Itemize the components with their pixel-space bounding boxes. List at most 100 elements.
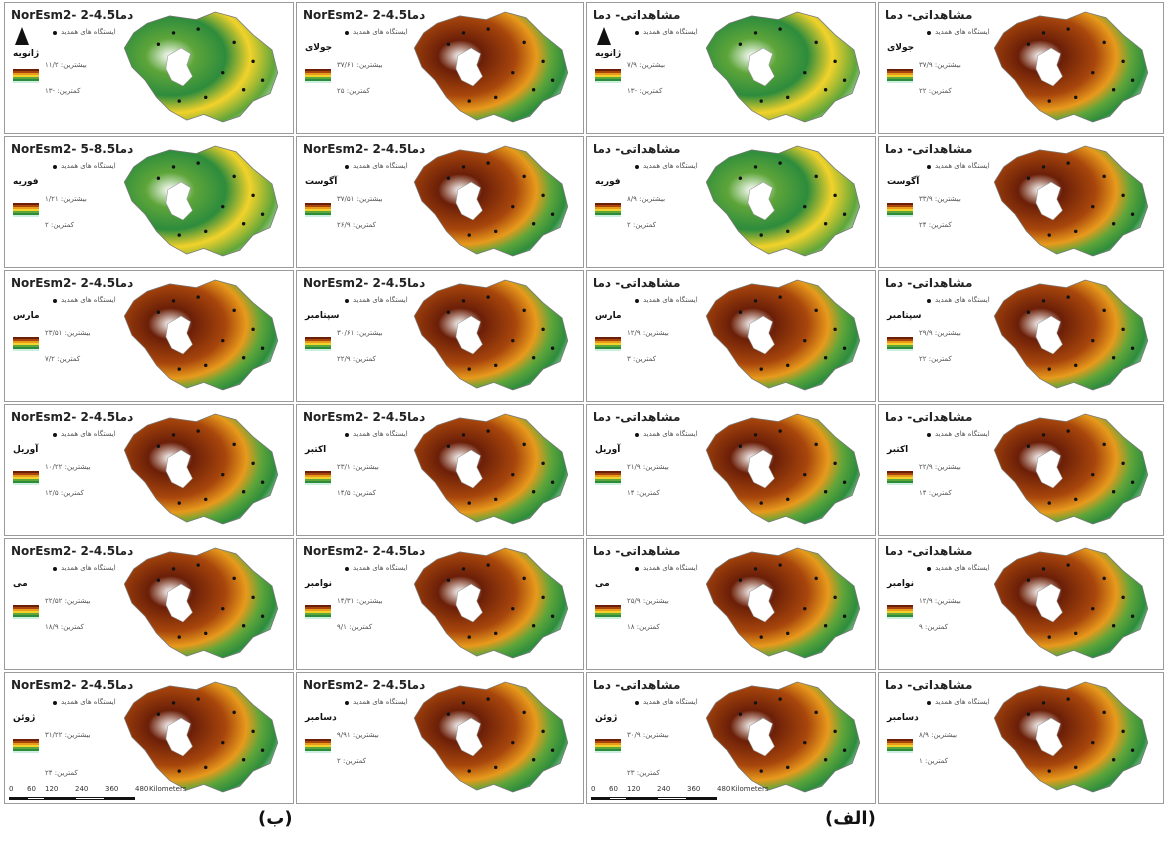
station-point: [550, 346, 555, 350]
station-point: [522, 442, 526, 447]
province-shape: [413, 413, 569, 525]
map-panel: NorEsm2- 2-4.5دما ایستگاه های همدید دسامبر…: [296, 672, 584, 804]
station-legend-dot: [635, 31, 639, 35]
station-point: [260, 748, 265, 752]
station-legend-dot: [927, 701, 931, 705]
lake-shape: [1035, 583, 1063, 623]
station-point: [1047, 99, 1051, 103]
scale-tick: 240: [657, 785, 671, 793]
station-point: [446, 176, 451, 180]
lake-shape: [165, 583, 193, 623]
station-point: [833, 59, 837, 64]
station-legend-dot: [927, 31, 931, 35]
station-legend-label: ایستگاه های همدید: [61, 296, 116, 304]
month-label: دسامبر: [305, 713, 337, 723]
station-legend-dot: [635, 433, 639, 437]
map-raster: [123, 279, 279, 391]
station-point: [759, 501, 763, 505]
legend-max: بیشترین: ۱۰/۲۲: [45, 463, 91, 471]
scale-segment: [45, 797, 75, 800]
scale-segment: [591, 797, 609, 800]
legend-color-ramp: [887, 69, 913, 83]
station-point: [1121, 59, 1125, 64]
station-point: [511, 472, 515, 477]
station-point: [1074, 95, 1078, 100]
station-point: [1102, 40, 1106, 45]
panel-title: مشاهداتی- دما: [593, 678, 681, 692]
map-raster: [993, 413, 1149, 525]
station-point: [251, 59, 255, 64]
legend-max: بیشترین: ۹/۹۱: [337, 731, 379, 739]
station-point: [1074, 765, 1078, 770]
panel-title: NorEsm2- 2-4.5دما: [11, 8, 134, 22]
station-point: [814, 710, 818, 715]
station-point: [1111, 490, 1116, 494]
station-legend-label: ایستگاه های همدید: [643, 28, 698, 36]
province-shape: [705, 279, 861, 391]
province-shape: [413, 681, 569, 793]
month-label: ژوئن: [13, 713, 36, 723]
station-point: [738, 712, 743, 716]
month-label: دسامبر: [887, 713, 919, 723]
station-point: [522, 174, 526, 179]
station-legend-dot: [345, 165, 349, 169]
lake-shape: [747, 47, 775, 87]
lake-shape: [747, 449, 775, 489]
station-point: [753, 433, 758, 437]
station-point: [1074, 229, 1078, 234]
station-point: [1074, 631, 1078, 636]
station-point: [446, 578, 451, 582]
station-legend-dot: [345, 433, 349, 437]
station-point: [778, 563, 782, 567]
station-point: [196, 563, 200, 567]
scale-tick: 360: [687, 785, 701, 793]
station-legend-label: ایستگاه های همدید: [643, 698, 698, 706]
station-point: [531, 624, 536, 628]
station-point: [494, 631, 498, 636]
legend-color-ramp: [13, 471, 39, 485]
map-raster: [993, 547, 1149, 659]
station-point: [823, 356, 828, 360]
station-point: [260, 212, 265, 216]
station-point: [1047, 635, 1051, 639]
month-label: می: [595, 579, 610, 589]
legend-max: بیشترین: ۱/۲۱: [45, 195, 87, 203]
station-point: [156, 712, 161, 716]
north-arrow-icon: [15, 27, 29, 45]
station-point: [467, 635, 471, 639]
station-point: [486, 161, 490, 165]
legend-color-ramp: [305, 337, 331, 351]
caption-right: (الف): [825, 808, 876, 829]
station-point: [738, 578, 743, 582]
station-legend-label: ایستگاه های همدید: [935, 430, 990, 438]
lake-shape: [1035, 315, 1063, 355]
station-point: [1102, 710, 1106, 715]
station-point: [1091, 472, 1095, 477]
map-panel: مشاهداتی- دما ایستگاه های همدید نوامبر بیشت…: [878, 538, 1164, 670]
caption-left: (ب): [258, 808, 293, 829]
station-point: [814, 40, 818, 45]
map-raster: [413, 279, 569, 391]
station-point: [232, 308, 236, 313]
map-raster: [705, 279, 861, 391]
station-point: [803, 70, 807, 75]
station-point: [1041, 31, 1046, 35]
scale-segment: [75, 797, 105, 800]
station-point: [204, 229, 208, 234]
panel-title: مشاهداتی- دما: [593, 8, 681, 22]
station-point: [511, 606, 515, 611]
lake-shape: [747, 583, 775, 623]
legend-min: کمترین: ۹/۱: [337, 623, 373, 631]
station-point: [550, 614, 555, 618]
station-point: [1066, 27, 1070, 31]
station-point: [1026, 42, 1031, 46]
province-shape: [993, 11, 1149, 123]
province-shape: [993, 413, 1149, 525]
station-point: [1111, 624, 1116, 628]
map-panel: مشاهداتی- دما ایستگاه های همدید مارس بیشتری…: [586, 270, 876, 402]
station-legend-label: ایستگاه های همدید: [353, 430, 408, 438]
scale-unit: Kilometers: [149, 785, 187, 793]
province-shape: [993, 681, 1149, 793]
legend-max: بیشترین: ۳۰/۶۱: [337, 329, 383, 337]
lake-shape: [455, 47, 483, 87]
